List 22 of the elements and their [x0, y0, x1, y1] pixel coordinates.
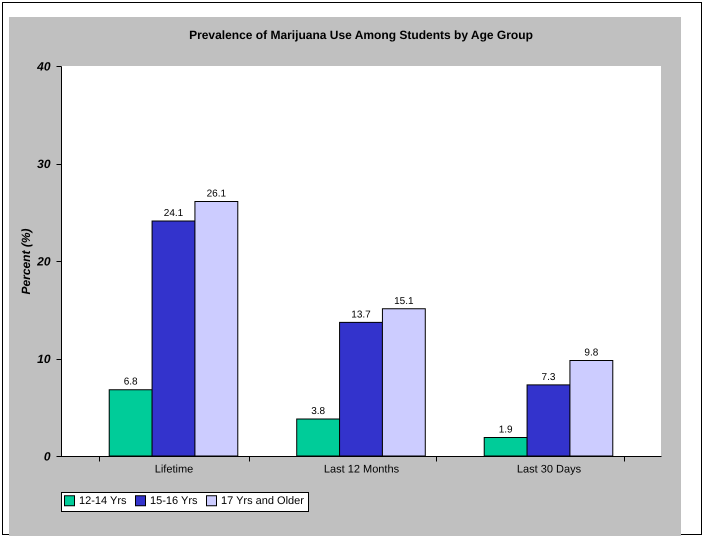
data-label: 13.7	[351, 309, 372, 320]
y-tick-label: 20	[36, 254, 51, 268]
legend-label: 17 Yrs and Older	[221, 494, 304, 507]
data-label: 3.8	[311, 406, 326, 417]
y-tick-label: 40	[36, 60, 51, 74]
data-label: 15.1	[394, 296, 414, 307]
y-tick-label: 10	[37, 352, 51, 366]
x-tick-label: Lifetime	[154, 464, 194, 476]
y-tick-label: 0	[44, 450, 51, 464]
chart-title: Prevalence of Marijuana Use Among Students by Age Group	[189, 28, 533, 42]
data-label: 26.1	[206, 188, 227, 200]
y-axis-title: Percent (%)	[19, 228, 34, 295]
data-label: 1.9	[498, 424, 514, 436]
x-tick-label: Last 30 Days	[516, 464, 582, 476]
legend-label: 12-14 Yrs	[79, 494, 127, 507]
legend-label: 15-16 Yrs	[150, 494, 198, 507]
y-tick-label: 30	[37, 157, 51, 171]
data-label: 7.3	[542, 372, 556, 383]
data-label: 6.8	[124, 376, 138, 388]
data-label: 9.8	[584, 347, 599, 358]
x-tick-label: Last 12 Months	[324, 464, 400, 476]
data-label: 24.1	[164, 208, 184, 220]
